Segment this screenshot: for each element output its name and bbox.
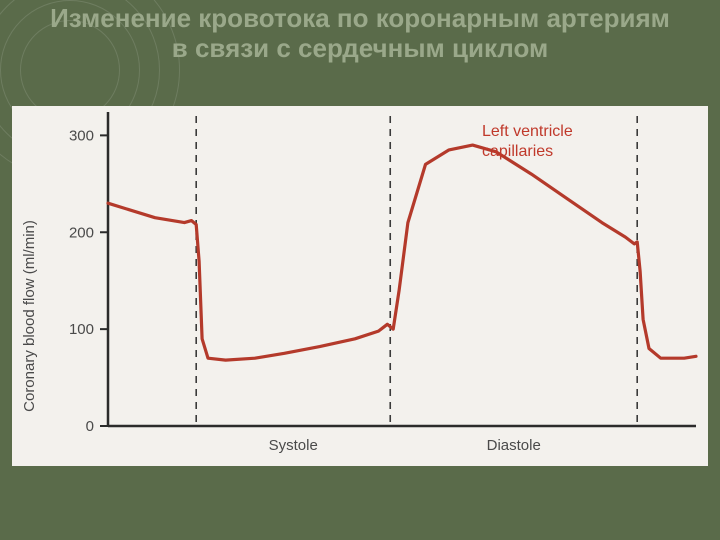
y-tick-label: 0 bbox=[86, 418, 94, 435]
phase-dividers bbox=[196, 116, 637, 426]
y-tick-label: 100 bbox=[69, 321, 94, 338]
y-ticks: 0 100 200 300 bbox=[69, 127, 108, 435]
slide-title: Изменение кровотока по коронарным артери… bbox=[40, 4, 680, 64]
series-label-line2: capillaries bbox=[482, 143, 553, 160]
coronary-flow-chart: Coronary blood flow (ml/min) 0100200300 … bbox=[12, 106, 708, 466]
y-tick-label: 200 bbox=[69, 224, 94, 241]
phase-label-diastole: Diastole bbox=[487, 437, 541, 454]
phase-label-systole: Systole bbox=[269, 437, 318, 454]
y-axis-label: Coronary blood flow (ml/min) bbox=[21, 220, 38, 412]
series-label-line1: Left ventricle bbox=[482, 123, 573, 140]
slide-background: Изменение кровотока по коронарным артери… bbox=[0, 0, 720, 540]
chart-panel: Coronary blood flow (ml/min) 0100200300 … bbox=[12, 106, 708, 466]
y-tick-label: 300 bbox=[69, 127, 94, 144]
